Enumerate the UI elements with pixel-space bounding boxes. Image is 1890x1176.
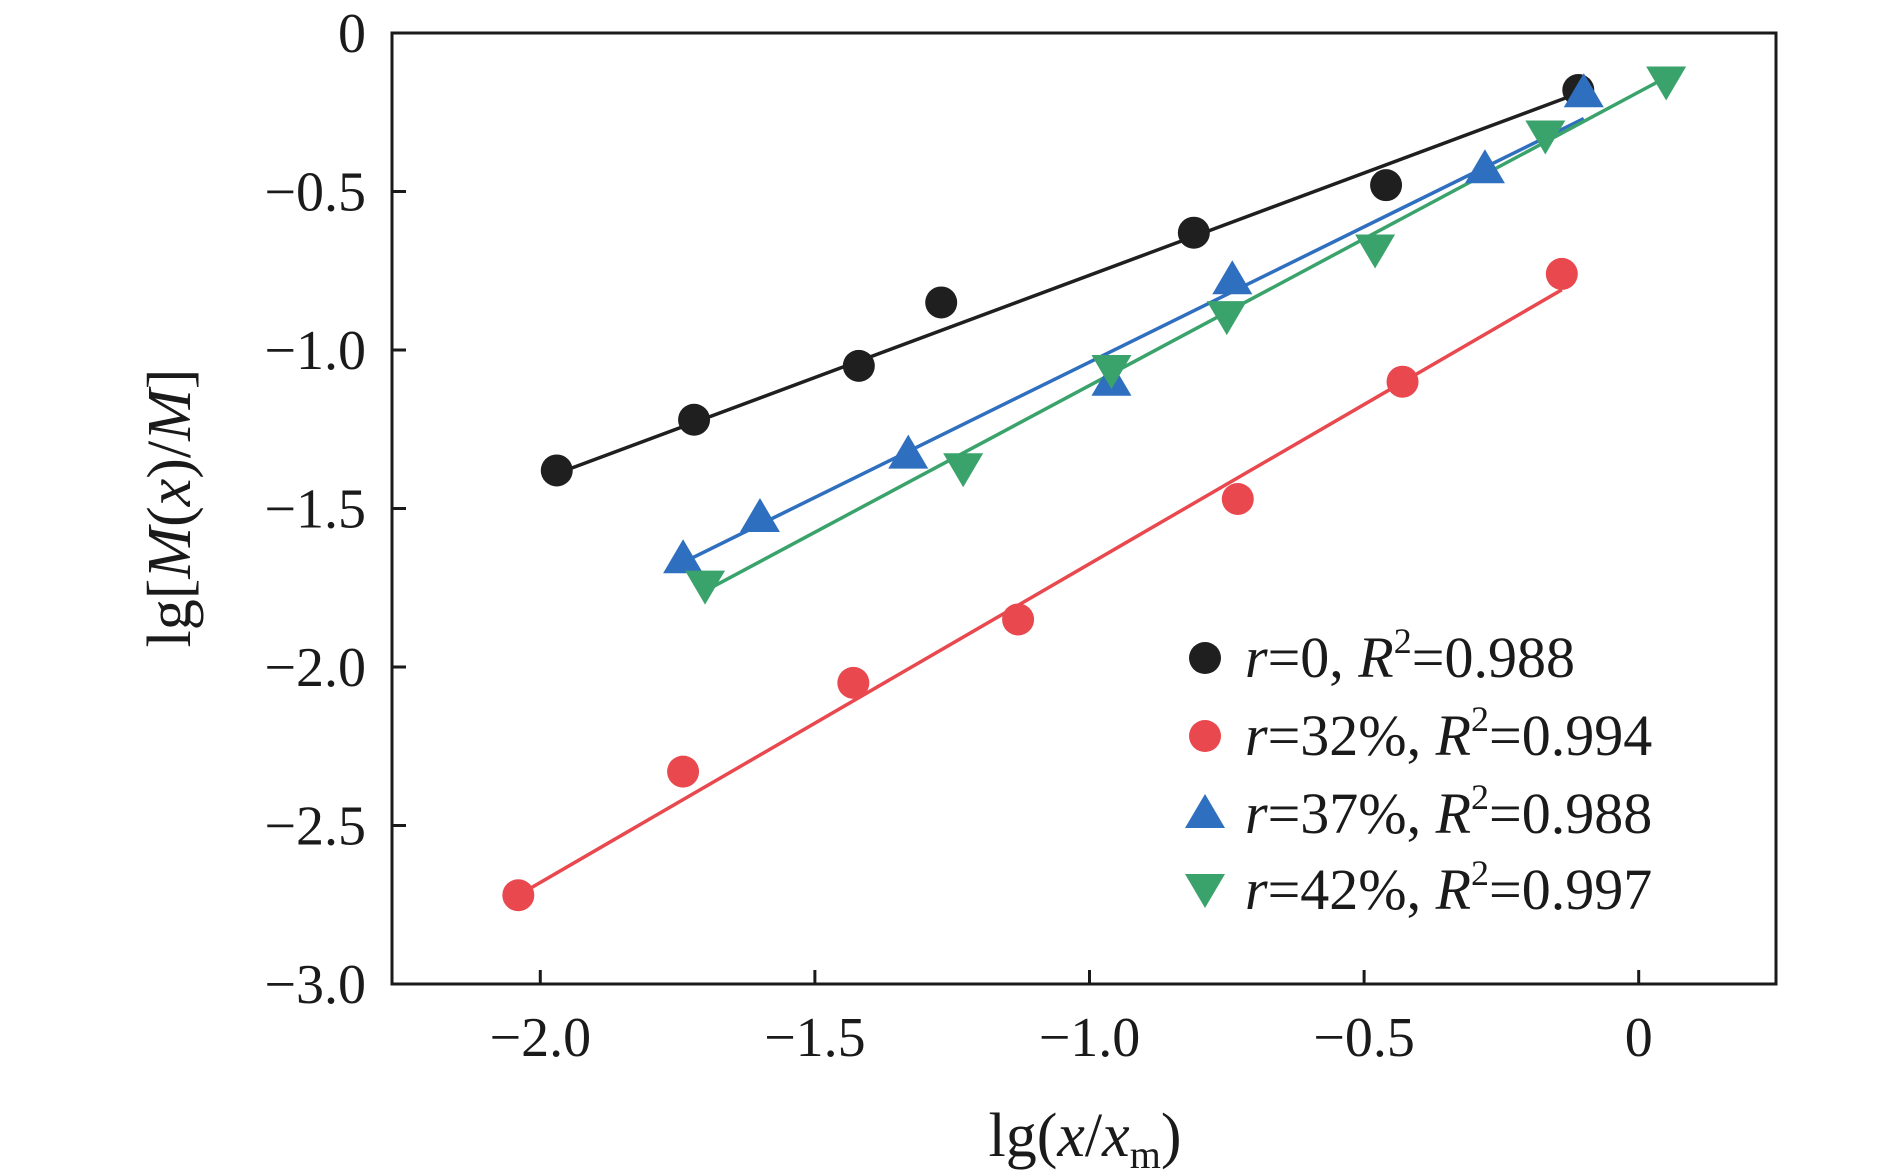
y-tick-label: −2.0 [264,637,366,699]
data-point-series-2 [1212,260,1253,295]
fit-line-series-1 [517,288,1563,897]
data-point-series-2 [1563,73,1604,108]
data-point-series-1 [1002,603,1035,636]
legend-marker-r37 [1185,794,1225,828]
data-point-series-0 [1370,169,1403,202]
data-point-series-2 [739,498,780,533]
data-point-series-1 [1221,482,1254,515]
data-point-series-2 [1464,149,1505,184]
legend-marker-r42 [1185,874,1225,908]
data-point-series-3 [1355,234,1396,269]
y-tick-label: −2.5 [264,796,366,858]
legend-marker-r32 [1189,720,1221,752]
y-tick-label: −1.0 [264,320,366,382]
data-point-series-0 [1177,216,1210,249]
data-point-series-3 [1206,301,1247,336]
data-point-series-1 [502,879,535,912]
fit-line-series-2 [682,117,1585,564]
x-axis-title: lg(x/xm) [989,1102,1182,1176]
legend-marker-r0 [1189,642,1221,674]
x-tick-label: 0 [1625,1007,1653,1069]
data-point-series-1 [1545,257,1578,290]
data-markers [502,66,1687,912]
y-axis-title: lg[M(x)/M] [136,369,204,648]
y-tick-label: −0.5 [264,162,366,224]
data-point-series-1 [837,666,870,699]
legend-label-r32: r=32%, R2=0.994 [1245,699,1652,768]
x-tick-label: −2.0 [489,1007,591,1069]
y-tick-label: −1.5 [264,479,366,541]
x-tick-label: −0.5 [1313,1007,1415,1069]
x-tick-label: −1.0 [1039,1007,1141,1069]
data-point-series-3 [685,570,726,605]
y-tick-label: −3.0 [264,954,366,1016]
legend-label-r37: r=37%, R2=0.988 [1245,777,1652,846]
legend-label-r0: r=0, R2=0.988 [1245,621,1575,690]
data-point-series-0 [678,403,711,436]
data-point-series-1 [667,755,700,788]
data-point-series-3 [1646,66,1687,101]
legend: r=0, R2=0.988 r=32%, R2=0.994 r=37%, R2=… [1185,621,1652,922]
data-point-series-3 [1091,355,1132,390]
y-axis: 0 −0.5 −1.0 −1.5 −2.0 −2.5 −3.0 [264,3,406,1016]
x-tick-label: −1.5 [764,1007,866,1069]
fit-lines [517,75,1667,897]
fit-line-series-0 [556,91,1579,476]
data-point-series-3 [1525,120,1566,155]
legend-label-r42: r=42%, R2=0.997 [1245,853,1652,922]
data-point-series-0 [842,349,875,382]
data-point-series-2 [663,539,704,574]
fit-line-series-3 [704,75,1667,593]
data-point-series-1 [1386,365,1419,398]
y-tick-label: 0 [338,3,366,65]
data-point-series-0 [925,286,958,319]
data-point-series-0 [540,454,573,487]
data-point-series-2 [888,434,929,469]
x-axis: −2.0 −1.5 −1.0 −0.5 0 [489,970,1653,1069]
data-point-series-3 [943,453,984,488]
